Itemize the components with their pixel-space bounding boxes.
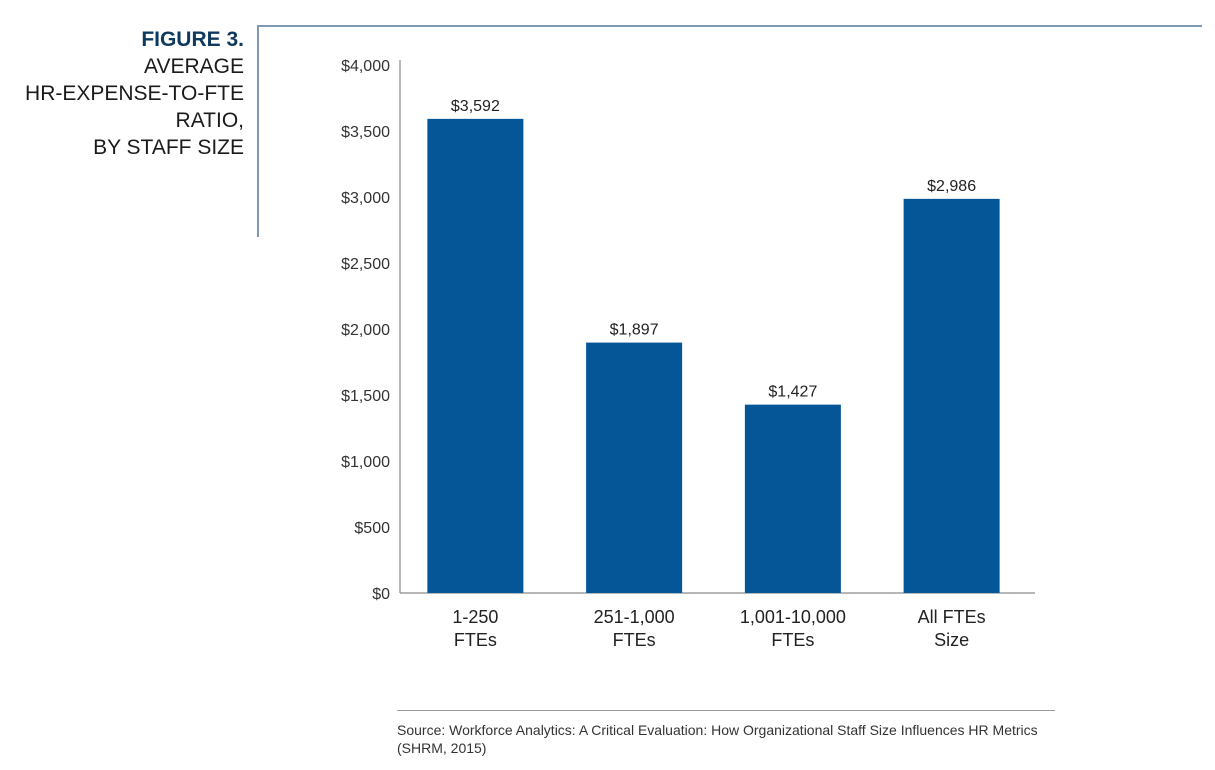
frame-vertical-rule [257,25,259,237]
figure-title-line: BY STAFF SIZE [93,136,244,159]
y-tick-label: $3,000 [341,190,390,207]
bar-value-label: $3,592 [451,98,500,115]
figure-number: FIGURE 3. [141,28,244,51]
y-tick-label: $4,000 [341,58,390,75]
frame-horizontal-rule [257,25,1202,27]
bar [586,342,683,593]
bar-value-label: $1,427 [768,384,817,401]
y-tick-label: $2,000 [341,322,390,339]
figure-title-line: RATIO, [175,109,244,132]
bar-value-label: $2,986 [927,178,976,195]
x-tick-label: FTEs [771,630,814,650]
bar [427,118,524,593]
x-tick-label: FTEs [613,630,656,650]
x-tick-label: 1-250 [452,607,498,627]
bar [903,198,1000,593]
x-tick-label: 251-1,000 [594,607,675,627]
source-note: Source: Workforce Analytics: A Critical … [397,722,1038,756]
source-divider [397,710,1055,711]
y-tick-label: $3,500 [341,124,390,141]
x-tick-label: FTEs [454,630,497,650]
x-tick-label: All FTEs [918,607,986,627]
x-tick-label: 1,001-10,000 [740,607,846,627]
figure-title-line: AVERAGE [144,55,244,78]
bar-value-label: $1,897 [610,322,659,339]
x-tick-label: Size [934,630,969,650]
bar-chart: $0 $500 $1,000 $1,500 $2,000 $2,500 $3,000 $3,5… [341,58,1035,650]
y-tick-label: $500 [354,520,390,537]
y-tick-label: $1,000 [341,454,390,471]
figure-title: FIGURE 3. AVERAGE HR-EXPENSE-TO-FTE RATI… [25,26,244,161]
y-tick-label: $2,500 [341,256,390,273]
bar [744,404,841,593]
figure-title-line: HR-EXPENSE-TO-FTE [25,82,244,105]
y-tick-label: $0 [372,586,390,603]
y-tick-label: $1,500 [341,388,390,405]
